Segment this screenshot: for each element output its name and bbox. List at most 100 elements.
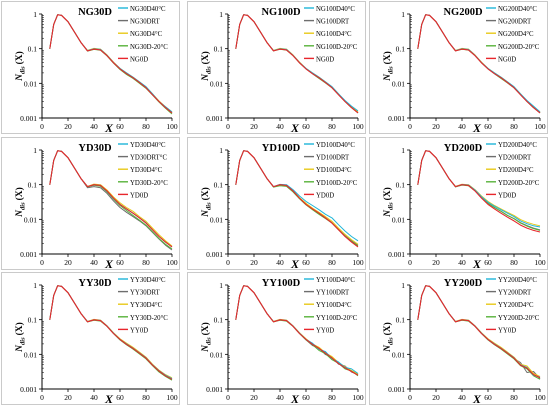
y-axis-label-sub: dis <box>388 337 395 345</box>
y-tick-label: 0.1 <box>214 181 224 190</box>
x-tick-label: 100 <box>352 258 364 267</box>
legend-label: YY100D-20°C <box>316 315 358 322</box>
y-tick-label: 1 <box>219 281 223 290</box>
y-tick-label: 0.1 <box>214 45 224 54</box>
y-axis-label-tail: (X) <box>382 322 393 335</box>
y-tick-label: 0.01 <box>24 215 37 224</box>
y-axis-label: Ndis (X) <box>382 51 395 82</box>
series-line <box>417 150 541 228</box>
series-line <box>49 150 173 251</box>
y-axis-label: Ndis (X) <box>14 51 27 82</box>
x-tick-label: 40 <box>276 393 284 402</box>
x-tick-label: 100 <box>166 258 178 267</box>
y-axis-label-main: N <box>15 344 25 353</box>
y-axis-label: Ndis (X) <box>200 187 213 218</box>
chart-title: YD200D <box>444 143 483 154</box>
x-tick-label: 40 <box>458 122 466 131</box>
legend-label: YY30DRT <box>130 290 161 297</box>
x-tick-label: 0 <box>226 122 230 131</box>
x-tick-label: 80 <box>328 258 336 267</box>
y-tick-label: 0.01 <box>210 350 223 359</box>
y-axis-label-sub: dis <box>206 337 213 345</box>
legend-label: NG30D4°C <box>130 31 163 38</box>
legend-label: YD0D <box>498 192 516 199</box>
legend-label: YY200D4°C <box>498 302 534 309</box>
legend-label: YD30DRT°C <box>130 155 168 162</box>
x-tick-label: 80 <box>142 258 150 267</box>
y-axis-label-main: N <box>383 344 393 353</box>
legend-label: NG100D4°C <box>316 31 352 38</box>
legend-label: NG200DRT <box>498 19 532 26</box>
panel-border <box>369 1 548 134</box>
series-line <box>49 150 173 248</box>
series-line <box>417 150 541 227</box>
legend-label: YY30D40°C <box>130 277 166 284</box>
legend-label: YD100D-20°C <box>316 180 358 187</box>
series-line <box>417 14 541 114</box>
series-line <box>235 14 359 114</box>
panel-border <box>187 1 366 134</box>
legend-label: YY200D-20°C <box>498 315 540 322</box>
legend-label: YY100D40°C <box>316 277 355 284</box>
y-axis-label: Ndis (X) <box>200 322 213 353</box>
legend-label: YD30D4°C <box>130 167 163 174</box>
chart-title: NG30D <box>78 7 112 18</box>
legend-label: YY100D4°C <box>316 302 352 309</box>
y-tick-label: 0.001 <box>20 250 37 259</box>
y-tick-label: 0.1 <box>396 45 406 54</box>
y-tick-label: 0.001 <box>206 250 223 259</box>
series-line <box>235 14 359 113</box>
x-tick-label: 40 <box>276 258 284 267</box>
x-tick-label: 40 <box>90 393 98 402</box>
x-tick-label: 20 <box>250 393 258 402</box>
y-axis-label: Ndis (X) <box>382 187 395 218</box>
x-tick-label: 100 <box>166 393 178 402</box>
x-tick-label: 60 <box>484 258 492 267</box>
y-tick-label: 1 <box>33 10 37 19</box>
legend-label: YD200D40°C <box>498 142 537 149</box>
panel-border <box>1 272 180 405</box>
y-tick-label: 0.1 <box>28 316 38 325</box>
x-tick-label: 0 <box>408 393 412 402</box>
legend-label: YD100DRT <box>316 155 350 162</box>
x-tick-label: 60 <box>484 122 492 131</box>
x-tick-label: 20 <box>432 258 440 267</box>
legend-label: YY30D-20°C <box>130 315 168 322</box>
y-tick-label: 0.01 <box>24 350 37 359</box>
x-tick-label: 100 <box>534 393 546 402</box>
y-axis-label-main: N <box>201 344 211 353</box>
x-tick-label: 60 <box>302 122 310 131</box>
x-tick-label: 20 <box>64 122 72 131</box>
x-tick-label: 60 <box>484 393 492 402</box>
x-axis-label: X <box>104 121 114 135</box>
x-tick-label: 40 <box>458 393 466 402</box>
legend-label: YD100D40°C <box>316 142 355 149</box>
legend-label: YD200DRT <box>498 155 532 162</box>
x-tick-label: 0 <box>40 258 44 267</box>
legend-label: YY200D40°C <box>498 277 537 284</box>
y-axis-label-main: N <box>201 209 211 218</box>
y-axis-label-sub: dis <box>20 202 27 210</box>
y-tick-label: 0.001 <box>20 385 37 394</box>
y-axis-label-main: N <box>15 209 25 218</box>
legend-label: NG200D-20°C <box>498 44 540 51</box>
x-tick-label: 60 <box>302 258 310 267</box>
series-line <box>49 14 173 114</box>
x-axis-label: X <box>472 121 482 135</box>
series-line <box>417 150 541 231</box>
y-tick-label: 0.001 <box>206 385 223 394</box>
series-line <box>49 14 173 115</box>
series-line <box>417 150 541 231</box>
legend-label: YD200D4°C <box>498 167 534 174</box>
y-tick-label: 1 <box>33 146 37 155</box>
x-axis-label: X <box>290 121 300 135</box>
legend-label: YY0D <box>316 327 334 334</box>
y-tick-label: 0.001 <box>388 385 405 394</box>
x-tick-label: 40 <box>90 122 98 131</box>
legend-label: NG0D <box>130 56 148 63</box>
legend-label: YD200D-20°C <box>498 180 540 187</box>
